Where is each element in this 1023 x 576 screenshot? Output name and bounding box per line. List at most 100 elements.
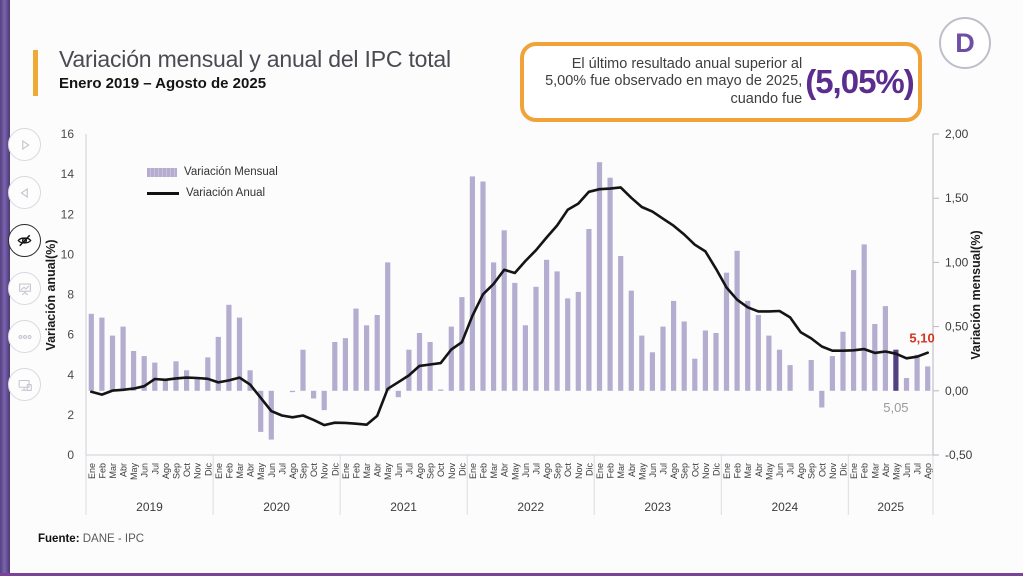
svg-text:12: 12 [61,207,75,221]
svg-text:Variación mensual(%): Variación mensual(%) [969,230,983,359]
play-button[interactable] [8,128,41,161]
svg-text:Dic: Dic [203,463,213,476]
svg-text:Abr: Abr [373,463,383,477]
svg-text:May: May [510,463,520,481]
svg-text:Abr: Abr [881,463,891,477]
svg-text:Ago: Ago [288,463,298,479]
legend-bar-swatch [147,167,177,177]
svg-text:Jun: Jun [648,463,658,478]
svg-text:Mar: Mar [108,463,118,479]
svg-text:Oct: Oct [309,463,319,478]
svg-text:Nov: Nov [193,463,203,480]
svg-text:Jul: Jul [659,463,669,475]
svg-text:1,00: 1,00 [945,255,969,269]
svg-text:Ago: Ago [796,463,806,479]
svg-text:5,05: 5,05 [883,400,908,415]
svg-text:Ene: Ene [341,463,351,479]
svg-text:2025: 2025 [877,500,904,514]
svg-text:May: May [764,463,774,481]
svg-text:Mar: Mar [235,463,245,479]
devices-button[interactable] [8,368,41,401]
callout-value: (5,05%) [805,63,915,100]
more-options-button[interactable] [8,320,41,353]
svg-text:Feb: Feb [352,463,362,479]
svg-text:Ago: Ago [161,463,171,479]
svg-text:Mar: Mar [743,463,753,479]
svg-text:Sep: Sep [172,463,182,479]
svg-text:Jun: Jun [140,463,150,478]
visual-nav-sidebar [8,128,41,401]
svg-text:Oct: Oct [690,463,700,478]
legend-label-mensual: Variación Mensual [184,166,278,178]
source-note: Fuente: DANE - IPC [38,533,144,545]
left-accent-strip [0,0,10,576]
svg-text:Ene: Ene [468,463,478,479]
svg-text:Jul: Jul [404,463,414,475]
source-label: Fuente: [38,533,80,545]
svg-text:Mar: Mar [489,463,499,479]
svg-text:May: May [256,463,266,481]
svg-text:Variación anual(%): Variación anual(%) [44,239,58,350]
svg-text:5,10: 5,10 [909,331,934,346]
svg-text:2023: 2023 [644,500,671,514]
svg-text:Oct: Oct [563,463,573,478]
legend-label-anual: Variación Anual [186,187,266,199]
svg-text:2019: 2019 [136,500,163,514]
svg-text:Abr: Abr [119,463,129,477]
svg-text:Sep: Sep [426,463,436,479]
svg-text:Jul: Jul [150,463,160,475]
svg-text:Jul: Jul [786,463,796,475]
header: Variación mensual y anual del IPC total … [33,46,451,96]
legend-item-anual: Variación Anual [147,187,278,199]
back-icon [19,187,28,198]
chart-legend: Variación Mensual Variación Anual [147,166,278,199]
svg-text:Oct: Oct [817,463,827,478]
legend-line-swatch [147,191,179,195]
svg-text:0,50: 0,50 [945,320,969,334]
svg-text:Feb: Feb [606,463,616,479]
dane-logo: D [939,17,991,69]
presentation-button[interactable] [8,272,41,305]
svg-text:May: May [637,463,647,481]
svg-text:Ene: Ene [595,463,605,479]
svg-text:Nov: Nov [701,463,711,480]
svg-text:Ago: Ago [669,463,679,479]
svg-text:14: 14 [61,167,75,181]
svg-text:4: 4 [67,368,74,382]
bottom-accent-strip [0,573,1023,576]
svg-text:-0,50: -0,50 [945,448,973,462]
svg-text:Jun: Jun [775,463,785,478]
svg-text:Jun: Jun [521,463,531,478]
svg-text:Oct: Oct [436,463,446,478]
svg-text:6: 6 [67,328,74,342]
svg-text:0,00: 0,00 [945,384,969,398]
more-options-icon [18,334,31,339]
eye-slash-icon [17,234,32,247]
svg-text:Feb: Feb [97,463,107,479]
devices-icon [18,379,32,391]
svg-text:0: 0 [67,448,74,462]
hide-visuals-button[interactable] [8,224,41,257]
svg-text:Feb: Feb [479,463,489,479]
svg-text:10: 10 [61,247,75,261]
svg-text:Jun: Jun [394,463,404,478]
svg-text:Ene: Ene [214,463,224,479]
presentation-icon [18,283,31,295]
svg-text:Oct: Oct [182,463,192,478]
page-subtitle: Enero 2019 – Agosto de 2025 [59,75,267,92]
svg-text:Ago: Ago [542,463,552,479]
svg-text:Feb: Feb [224,463,234,479]
svg-text:Abr: Abr [246,463,256,477]
svg-text:Abr: Abr [754,463,764,477]
svg-text:Nov: Nov [574,463,584,480]
back-button[interactable] [8,176,41,209]
svg-text:Sep: Sep [807,463,817,479]
source-text: DANE - IPC [82,533,145,545]
svg-text:Ene: Ene [722,463,732,479]
svg-text:Ene: Ene [87,463,97,479]
svg-text:Sep: Sep [680,463,690,479]
svg-text:Nov: Nov [320,463,330,480]
svg-text:May: May [383,463,393,481]
